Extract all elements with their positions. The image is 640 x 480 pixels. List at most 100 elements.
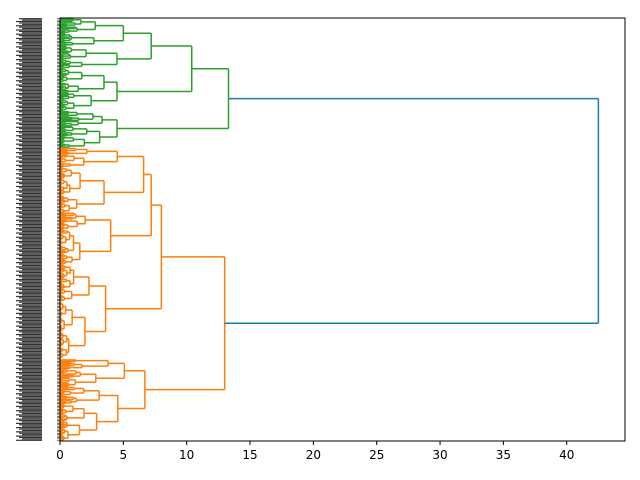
leaf-label [19, 216, 42, 219]
leaf-label [19, 145, 42, 147]
leaf-label [16, 33, 42, 35]
leaf-label [19, 390, 42, 392]
leaf-label [22, 357, 42, 360]
leaf-label [19, 64, 42, 66]
leaf-label [19, 195, 42, 197]
leaf-label [16, 219, 42, 221]
leaf-label [22, 104, 42, 106]
leaf-label [19, 208, 42, 210]
leaf-label [22, 87, 42, 89]
leaf-label [16, 295, 42, 298]
leaf-label [22, 340, 42, 343]
leaf-label [19, 204, 42, 206]
leaf-label [22, 353, 42, 355]
leaf-label [22, 53, 42, 55]
leaf-label [19, 293, 42, 295]
leaf-label [22, 19, 42, 21]
leaf-label [22, 370, 42, 372]
leaf-label [16, 270, 42, 272]
leaf-label [16, 173, 42, 175]
leaf-label [16, 422, 42, 424]
leaf-label [16, 185, 42, 188]
leaf-label [22, 349, 42, 351]
leaf-label [16, 393, 42, 395]
leaf-label [19, 166, 42, 168]
leaf-label [16, 427, 42, 429]
leaf-label [16, 342, 42, 344]
x-tick-label: 35 [496, 448, 511, 462]
leaf-label [16, 194, 42, 196]
leaf-label [19, 47, 42, 49]
leaf-label [22, 247, 42, 250]
leaf-label [19, 225, 42, 227]
leaf-label [16, 177, 42, 179]
leaf-label [22, 49, 42, 51]
leaf-label [22, 239, 42, 241]
leaf-label [16, 25, 42, 27]
leaf-label [16, 130, 42, 133]
leaf-label [19, 246, 42, 248]
leaf-label [22, 269, 42, 271]
leaf-label [19, 18, 42, 20]
leaf-label [22, 129, 42, 131]
leaf-label [19, 81, 42, 83]
leaf-label [19, 73, 42, 75]
leaf-label [19, 348, 42, 350]
leaf-label [22, 23, 42, 25]
leaf-label [22, 180, 42, 182]
leaf-label [19, 115, 42, 117]
leaf-label [22, 286, 42, 288]
leaf-label [19, 280, 42, 282]
leaf-label [16, 211, 42, 213]
leaf-label [22, 324, 42, 326]
leaf-label [22, 315, 42, 317]
leaf-label [16, 122, 42, 124]
leaf-label [19, 432, 42, 434]
leaf-label [19, 381, 42, 384]
leaf-label [22, 78, 42, 80]
leaf-label [22, 159, 42, 161]
leaf-label [19, 352, 42, 354]
leaf-label [16, 135, 42, 137]
leaf-label [22, 408, 42, 410]
leaf-label [19, 407, 42, 409]
leaf-label [19, 191, 42, 193]
leaf-label [19, 297, 42, 299]
leaf-label [16, 418, 42, 420]
leaf-label [19, 386, 42, 388]
leaf-label [19, 259, 42, 261]
leaf-label [16, 168, 42, 171]
leaf-label [19, 30, 42, 32]
leaf-label [22, 36, 42, 38]
leaf-label [22, 222, 42, 224]
leaf-label [19, 356, 42, 358]
leaf-label [19, 94, 42, 96]
leaf-label [22, 163, 42, 165]
leaf-label [22, 379, 42, 381]
leaf-label [22, 290, 42, 292]
leaf-label [16, 384, 42, 386]
leaf-label [16, 262, 42, 264]
leaf-label [22, 243, 42, 245]
leaf-label [16, 372, 42, 374]
leaf-label [16, 92, 42, 95]
leaf-label [16, 223, 42, 226]
leaf-label [22, 150, 42, 152]
leaf-label [16, 312, 42, 314]
leaf-label [19, 60, 42, 62]
leaf-label [16, 308, 42, 310]
leaf-label [16, 300, 42, 302]
leaf-label [16, 350, 42, 353]
leaf-label [16, 283, 42, 285]
leaf-label [16, 139, 42, 141]
leaf-label [22, 70, 42, 72]
leaf-label [16, 380, 42, 382]
leaf-label [19, 318, 42, 320]
leaf-label [19, 238, 42, 240]
leaf-label [22, 27, 42, 30]
leaf-label [16, 147, 42, 150]
leaf-label [22, 133, 42, 135]
leaf-label [22, 205, 42, 207]
leaf-label [19, 436, 42, 439]
leaf-label [19, 102, 42, 104]
